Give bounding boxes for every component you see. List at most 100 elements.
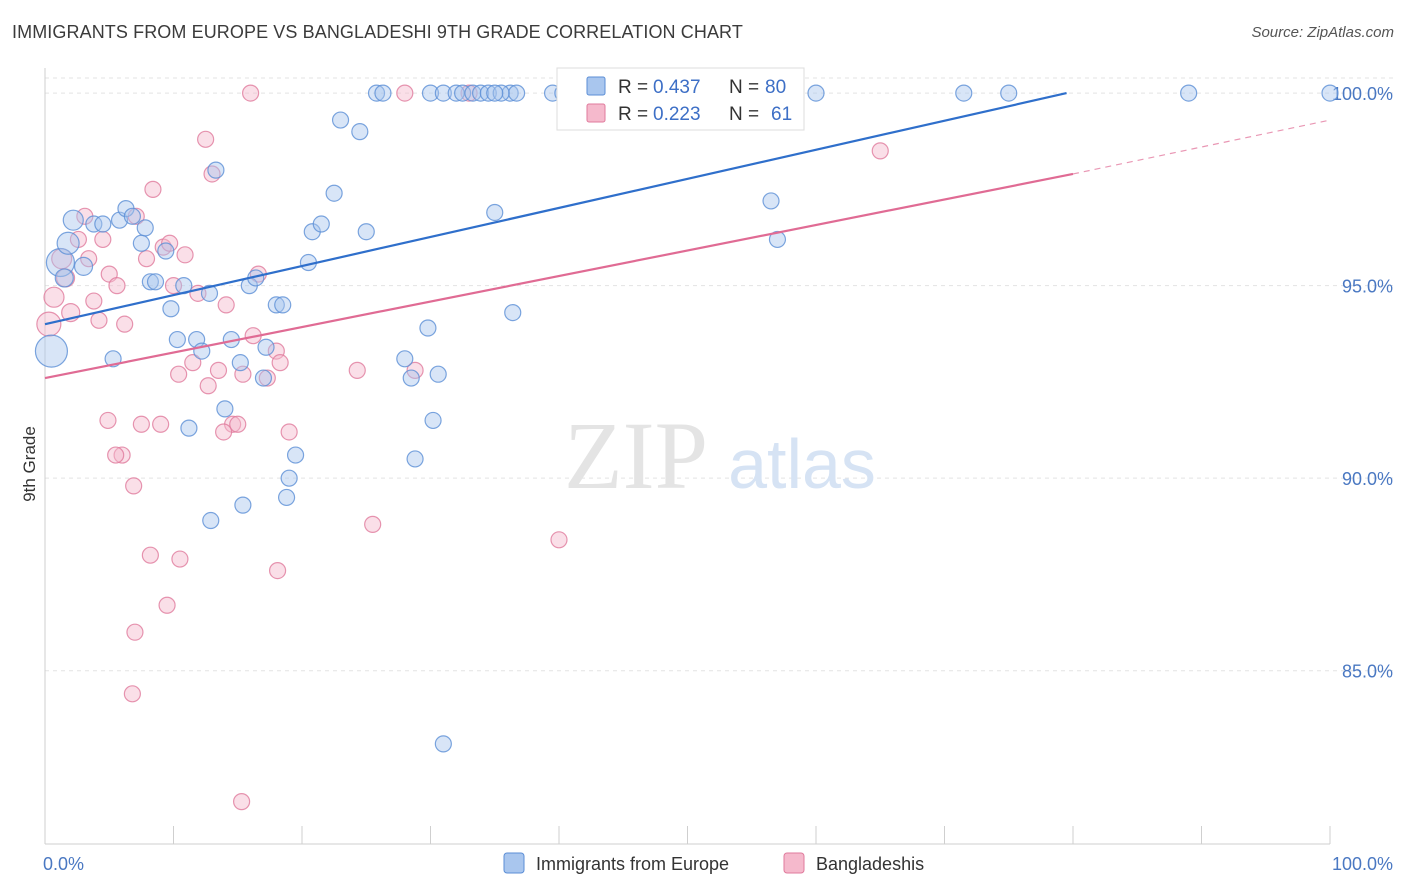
bangladeshis-point — [171, 550, 189, 568]
europe-point — [1180, 84, 1198, 102]
bangladeshis-point — [217, 296, 235, 314]
europe-point — [325, 184, 343, 202]
europe-point — [207, 161, 225, 179]
bangladeshis-point — [242, 84, 260, 102]
legend-europe-label: Immigrants from Europe — [536, 854, 729, 874]
stats-pink-n-value: 61 — [771, 104, 792, 125]
stats-pink-n-key: N = — [729, 104, 759, 125]
bangladeshis-point — [94, 230, 112, 249]
europe-point — [267, 296, 285, 314]
bangladeshis-point — [99, 411, 117, 430]
source-credit: Source: ZipAtlas.com — [1251, 24, 1394, 41]
bangladeshis-point — [550, 531, 568, 549]
bangladeshis-point — [199, 377, 217, 395]
bangladeshis-point — [137, 250, 156, 268]
trend-lines — [44, 92, 1331, 380]
bangladeshis-trend-extension — [1072, 119, 1331, 175]
europe-point — [955, 84, 973, 102]
bangladeshis-point — [90, 311, 108, 329]
bangladeshis-point — [396, 84, 414, 102]
bangladeshis-point — [85, 292, 103, 310]
europe-point — [1000, 84, 1018, 102]
europe-point — [62, 209, 84, 231]
europe-point — [807, 84, 825, 102]
y-tick-label: 85.0% — [1342, 662, 1393, 682]
europe-point — [132, 234, 150, 252]
bangladeshis-point — [132, 415, 150, 433]
bangladeshis-point — [229, 415, 247, 433]
bangladeshis-point — [43, 286, 65, 308]
legend-blue-swatch — [503, 852, 525, 874]
bangladeshis-point — [176, 246, 194, 264]
stats-blue-r-value: 0.437 — [653, 77, 701, 98]
europe-point — [274, 296, 292, 314]
bangladeshis-point — [123, 685, 141, 703]
europe-point — [357, 223, 375, 241]
x-tick-label: 100.0% — [1332, 854, 1393, 874]
stats-pink-r-value: 0.223 — [653, 104, 701, 125]
y-axis-label: 9th Grade — [20, 426, 39, 502]
bangladeshis-point — [280, 423, 298, 441]
europe-point — [447, 84, 465, 102]
europe-point — [507, 84, 526, 102]
stats-blue-r-key: R = — [618, 77, 648, 98]
bangladeshis-point — [152, 415, 170, 433]
europe-point — [277, 488, 296, 507]
watermark-atlas: atlas — [728, 425, 876, 503]
europe-point — [123, 207, 141, 225]
europe-point — [367, 84, 386, 102]
europe-point — [768, 230, 787, 249]
europe-point — [146, 273, 165, 291]
bangladeshis-point — [215, 423, 233, 441]
europe-point — [402, 369, 420, 387]
bangladeshis-point — [871, 142, 889, 160]
europe-point — [331, 111, 350, 129]
bangladeshis-point — [209, 361, 228, 379]
europe-point — [351, 123, 369, 141]
stats-pink-r-key: R = — [618, 104, 648, 125]
europe-point — [312, 215, 330, 233]
europe-point — [1321, 84, 1339, 102]
bangladeshis-point — [170, 365, 188, 383]
stats-legend: R = 0.437 N = 80 R = 0.223 N = 61 — [556, 67, 805, 131]
europe-point — [216, 400, 234, 418]
europe-points — [34, 84, 1339, 753]
europe-point — [141, 273, 159, 291]
europe-point — [479, 84, 497, 102]
bangladeshis-point — [108, 277, 126, 295]
europe-point — [157, 242, 175, 260]
legend-pink-swatch — [783, 852, 805, 874]
europe-point — [34, 334, 69, 368]
bangladeshis-point — [406, 361, 424, 379]
europe-point — [419, 319, 437, 337]
europe-point — [234, 496, 252, 514]
europe-point — [54, 268, 74, 288]
bangladeshis-point — [107, 446, 125, 464]
bangladeshis-trend-line — [44, 172, 1074, 380]
bangladeshis-point — [184, 354, 202, 372]
europe-point — [429, 365, 447, 383]
legend-bangladeshis-label: Bangladeshis — [816, 854, 924, 874]
europe-point — [231, 354, 249, 372]
europe-point — [202, 511, 220, 530]
bangladeshis-point — [348, 361, 366, 379]
bangladeshis-point — [126, 623, 144, 641]
europe-point — [406, 450, 424, 468]
bangladeshis-point — [144, 180, 162, 198]
bangladeshis-point — [113, 446, 131, 464]
europe-point — [762, 192, 780, 210]
bangladeshis-point — [197, 130, 215, 148]
europe-trend-line — [44, 92, 1067, 326]
europe-point — [486, 84, 504, 102]
bangladeshis-point — [268, 561, 287, 580]
watermark: ZIP atlas — [564, 402, 876, 509]
europe-point — [85, 215, 103, 233]
europe-point — [180, 419, 198, 437]
watermark-zip: ZIP — [564, 402, 708, 509]
europe-point — [421, 84, 440, 102]
europe-point — [286, 446, 305, 464]
y-tick-label: 90.0% — [1342, 469, 1393, 489]
bangladeshis-point — [141, 546, 159, 564]
europe-point — [56, 231, 80, 255]
